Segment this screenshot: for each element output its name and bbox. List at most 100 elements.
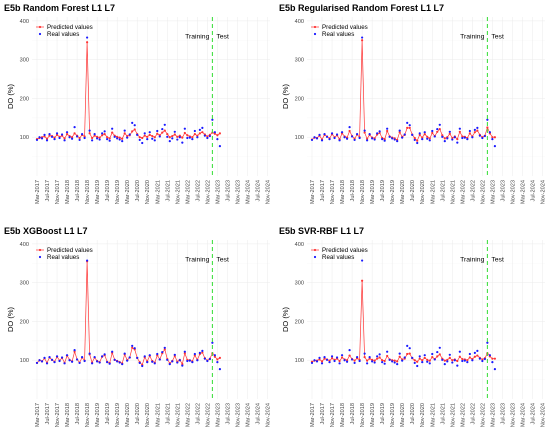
real-point: [173, 353, 176, 356]
y-tick-label: 300: [20, 58, 29, 64]
predicted-point: [456, 138, 459, 141]
real-point: [373, 361, 376, 364]
predicted-point: [143, 134, 146, 137]
predicted-point: [91, 136, 94, 140]
predicted-point: [366, 137, 369, 140]
real-point: [151, 137, 154, 140]
real-point: [398, 352, 401, 355]
real-point: [216, 361, 219, 364]
real-point: [478, 357, 481, 360]
chart-title: E5b XGBoost L1 L7: [4, 226, 88, 236]
real-point: [43, 133, 46, 136]
x-tick-label: Mar-2021: [430, 403, 436, 427]
real-point: [166, 358, 169, 361]
real-point: [193, 129, 196, 133]
real-point: [433, 358, 436, 361]
real-point: [488, 131, 491, 134]
real-point: [116, 137, 119, 140]
x-tick-label: Jul-2022: [195, 180, 201, 201]
predicted-point: [418, 357, 421, 360]
x-tick-label: Nov-2018: [85, 403, 91, 427]
real-point: [146, 138, 149, 141]
training-label: Training: [460, 256, 485, 263]
chart-panel: E5b Random Forest L1 L7 Mar-2017 Jul-2017 N…: [4, 3, 271, 204]
real-point: [186, 136, 189, 140]
real-point: [65, 131, 69, 134]
real-point: [466, 361, 469, 364]
predicted-point: [218, 132, 221, 135]
real-point: [161, 350, 164, 354]
real-point: [335, 133, 339, 136]
real-point: [345, 137, 349, 140]
real-point: [436, 350, 439, 354]
real-point: [345, 360, 349, 363]
predicted-point: [73, 132, 76, 135]
x-tick-label: Nov-2024: [265, 403, 271, 427]
real-point: [106, 138, 109, 141]
predicted-point: [131, 346, 134, 349]
predicted-point: [373, 359, 376, 362]
real-point: [491, 361, 494, 364]
real-point: [148, 354, 151, 357]
real-point: [73, 349, 76, 352]
real-point: [126, 359, 129, 362]
predicted-point: [396, 360, 399, 363]
predicted-point: [178, 134, 181, 137]
real-point: [96, 137, 99, 140]
predicted-point: [443, 137, 446, 140]
real-point: [426, 360, 429, 363]
real-point: [451, 138, 454, 141]
real-point: [471, 359, 474, 362]
real-point: [368, 356, 371, 359]
real-point: [411, 133, 414, 136]
real-point: [123, 129, 126, 132]
predicted-point: [121, 137, 124, 140]
x-tick-label: Jul-2020: [410, 403, 416, 424]
y-tick-label: 200: [20, 96, 29, 102]
x-tick-label: Mar-2018: [65, 180, 71, 204]
real-point: [213, 354, 216, 357]
real-point: [126, 136, 129, 139]
predicted-point: [198, 132, 201, 135]
real-point: [53, 361, 56, 364]
real-point: [421, 361, 424, 364]
real-point: [481, 359, 484, 363]
predicted-point: [383, 359, 386, 363]
real-point: [83, 136, 86, 140]
real-point: [486, 341, 489, 344]
real-point: [318, 133, 321, 136]
y-axis-label: DO (%): [281, 84, 290, 110]
x-tick-label: Jul-2020: [135, 403, 141, 424]
predicted-point: [345, 359, 349, 362]
real-point: [206, 359, 209, 363]
x-tick-label: Mar-2022: [460, 403, 466, 427]
predicted-point: [421, 136, 424, 139]
real-point: [481, 136, 484, 140]
real-point: [381, 361, 384, 364]
real-point: [208, 134, 211, 138]
x-tick-label: Mar-2023: [490, 180, 496, 204]
real-point: [96, 360, 99, 363]
real-point: [483, 134, 486, 138]
real-point: [161, 127, 164, 131]
predicted-point: [436, 355, 439, 358]
real-point: [361, 36, 364, 39]
real-point: [428, 362, 431, 365]
x-tick-label: Mar-2020: [400, 180, 406, 204]
predicted-point: [476, 129, 479, 132]
y-tick-label: 200: [295, 96, 304, 102]
predicted-point: [106, 136, 109, 139]
real-point: [158, 135, 161, 138]
x-tick-label: Nov-2024: [540, 403, 546, 427]
real-point: [53, 138, 56, 141]
predicted-point: [431, 131, 434, 135]
real-point: [91, 362, 94, 365]
predicted-point: [486, 126, 489, 129]
predicted-point: [163, 348, 166, 351]
real-point: [188, 136, 191, 139]
real-point: [393, 361, 396, 364]
real-point: [83, 359, 86, 363]
real-point: [75, 358, 79, 361]
y-tick-label: 200: [295, 319, 304, 325]
real-point: [416, 141, 419, 145]
